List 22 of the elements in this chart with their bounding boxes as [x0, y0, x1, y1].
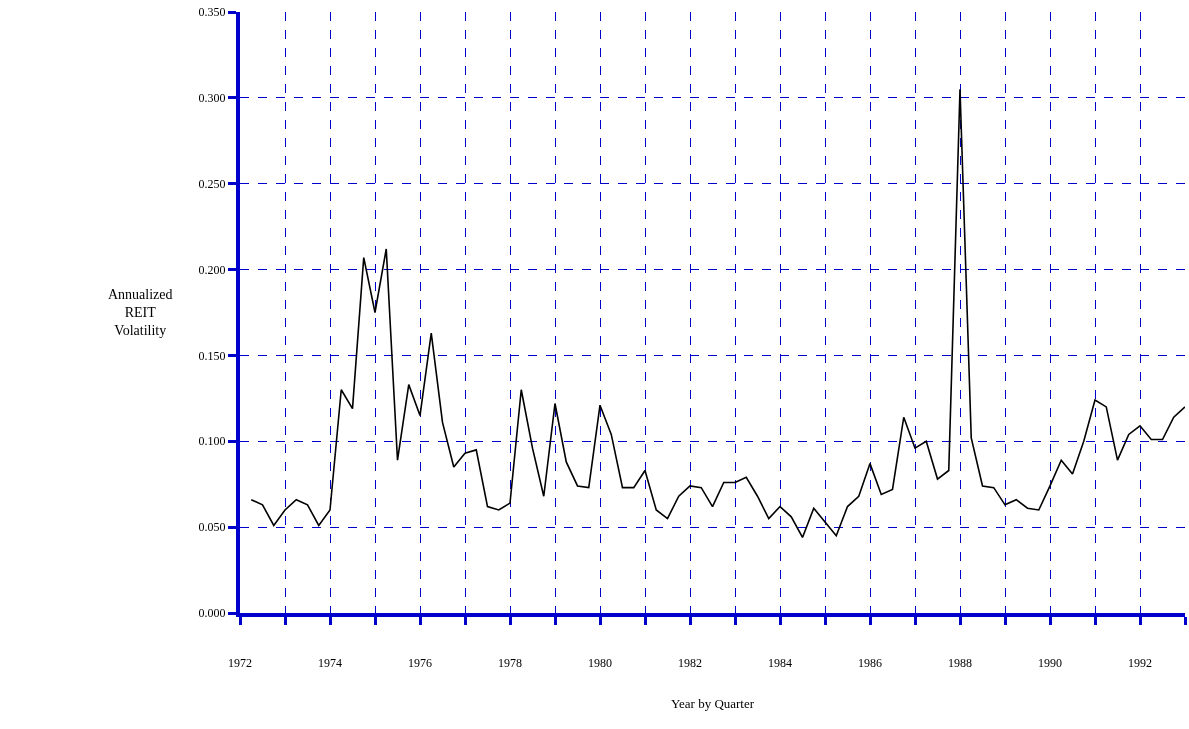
y-tick-label: 0.050 — [198, 520, 226, 535]
y-tick-label: 0.100 — [198, 434, 226, 449]
y-tick-label: 0.250 — [198, 176, 226, 191]
y-tick-label: 0.350 — [198, 5, 226, 20]
x-tick-label: 1988 — [948, 656, 972, 671]
x-axis-title: Year by Quarter — [670, 695, 755, 711]
line-series — [250, 88, 1185, 539]
x-tick-label: 1990 — [1038, 656, 1062, 671]
x-tick-label: 1976 — [408, 656, 432, 671]
x-tick-label: 1984 — [768, 656, 792, 671]
x-tick-label: 1974 — [318, 656, 342, 671]
x-tick-label: 1982 — [678, 656, 702, 671]
x-tick-label: 1986 — [858, 656, 882, 671]
y-tick-label: 0.150 — [198, 348, 226, 363]
x-tick-label: 1978 — [498, 656, 522, 671]
x-tick-label: 1980 — [588, 656, 612, 671]
y-tick-label: 0.200 — [198, 262, 226, 277]
x-tick-label: 1972 — [228, 656, 252, 671]
x-tick-label: 1992 — [1128, 656, 1152, 671]
y-tick-label: 0.300 — [198, 91, 226, 106]
y-tick-label: 0.000 — [198, 606, 226, 621]
y-axis-title: Annualized REIT Volatility — [108, 287, 173, 339]
